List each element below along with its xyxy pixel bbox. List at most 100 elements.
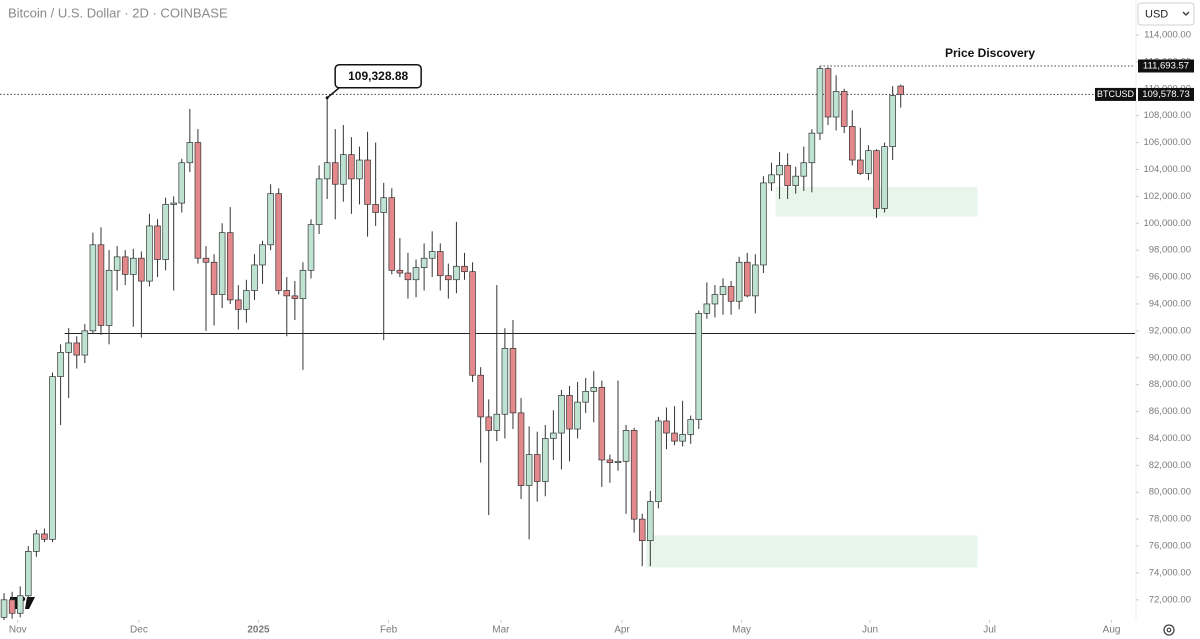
candle-body [57, 352, 64, 377]
settings-hub[interactable] [1166, 627, 1172, 633]
x-tick-label: Aug [1103, 625, 1121, 636]
candle-body [735, 261, 743, 302]
candle-body [638, 518, 646, 542]
candle-body [727, 286, 735, 302]
x-tick-label: Dec [130, 625, 148, 636]
candle-body [784, 165, 791, 186]
candle-body [469, 271, 476, 376]
settings-icon[interactable] [1163, 624, 1175, 636]
candle [517, 398, 525, 499]
candle-body [307, 224, 315, 271]
candle [57, 344, 64, 425]
candle [533, 431, 541, 502]
candle-body [388, 197, 396, 271]
candle [638, 513, 646, 567]
candle [857, 127, 864, 175]
candle [784, 153, 791, 200]
candle-body [178, 162, 186, 204]
candle-body [897, 85, 904, 95]
currency-box[interactable] [1137, 2, 1195, 26]
currency-label[interactable]: USD [1145, 8, 1168, 20]
candle-body [138, 257, 145, 282]
y-tick-label: 88,000.00 [1149, 379, 1191, 390]
peak-price-tag [1138, 59, 1194, 73]
candle [558, 390, 565, 470]
candle-body [121, 256, 129, 275]
candle-body [558, 395, 565, 434]
candle-body [719, 286, 727, 295]
candle-body [33, 533, 40, 552]
candle [727, 281, 735, 315]
candle [881, 142, 888, 213]
candle-body [501, 347, 509, 415]
candle-body [218, 232, 226, 295]
candle [501, 328, 509, 439]
candle-body [873, 150, 880, 209]
y-tick-label: 102,000.00 [1143, 191, 1191, 202]
candle [186, 108, 194, 173]
y-tick-label: 76,000.00 [1149, 541, 1191, 552]
candle [89, 232, 97, 334]
candle [73, 336, 81, 369]
candle-body [671, 432, 678, 442]
candle-body [235, 299, 242, 310]
candle-body [800, 162, 808, 177]
candle [671, 406, 678, 446]
candle [315, 165, 323, 235]
candle [178, 158, 186, 213]
candle-body [832, 91, 840, 118]
candle [622, 424, 630, 514]
currency-select[interactable]: USD [1137, 2, 1195, 26]
candle [461, 252, 468, 280]
candle-body [113, 256, 121, 271]
candle-body [154, 225, 161, 260]
candle [33, 529, 40, 557]
candle-body [889, 95, 896, 147]
candle [719, 278, 727, 315]
candle [655, 416, 662, 509]
candle-body [687, 419, 694, 435]
candle-body [259, 244, 266, 266]
candle-body [41, 533, 48, 540]
dropdown-arrow[interactable] [1182, 11, 1190, 16]
peak-price-label: 111,693.57 [1143, 61, 1189, 72]
candle [323, 97, 331, 200]
candle-body [598, 386, 606, 461]
candle-body [703, 303, 711, 314]
x-tick-label: Apr [614, 625, 630, 636]
candle [202, 246, 210, 331]
candle-body [776, 165, 783, 176]
candle-body [291, 295, 299, 299]
candle-body [372, 204, 379, 213]
y-tick-label: 108,000.00 [1143, 110, 1191, 121]
symbol-label: BTCUSD [1097, 89, 1135, 99]
candle-body [550, 432, 557, 439]
y-tick-label: 84,000.00 [1149, 433, 1191, 444]
candle-body [73, 342, 81, 356]
settings-ring[interactable] [1163, 624, 1175, 636]
candle-body [146, 225, 153, 282]
candle [8, 591, 16, 619]
candle-body [622, 430, 630, 462]
candle [679, 400, 686, 447]
candle [590, 371, 598, 423]
callout-pointer [326, 87, 340, 99]
candle-body [89, 244, 97, 332]
candle-body [752, 264, 759, 297]
candle [630, 427, 638, 533]
candle-body [590, 386, 598, 392]
candle [493, 285, 501, 442]
candle [550, 410, 557, 460]
candle [525, 426, 533, 540]
candle-body [275, 193, 282, 291]
candle-body [663, 420, 670, 434]
candle [574, 381, 581, 439]
candle [420, 243, 428, 291]
candle-body [606, 459, 614, 463]
candle [832, 75, 840, 131]
candle [0, 593, 8, 620]
candle [711, 285, 719, 318]
candle-body [331, 162, 339, 185]
candle-body [816, 68, 824, 134]
candle [49, 372, 56, 542]
